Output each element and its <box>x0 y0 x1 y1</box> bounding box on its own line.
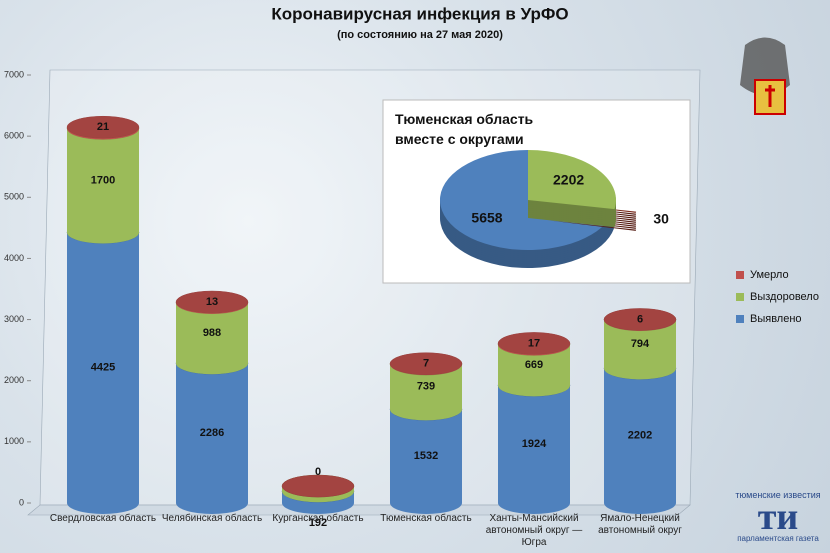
data-label: 988 <box>203 327 221 339</box>
bar-segment <box>175 290 249 314</box>
y-tick-label: 1000 <box>4 436 24 446</box>
y-tick-label: 2000 <box>4 375 24 385</box>
y-tick-label: 3000 <box>4 314 24 324</box>
cylinder-cap <box>175 290 249 314</box>
chart-title: Коронавирусная инфекция в УрФО <box>271 4 568 23</box>
data-label: 17 <box>528 337 540 349</box>
y-tick-label: 4000 <box>4 253 24 263</box>
x-tick-label: Ханты-Мансийский автономный округ — Югра <box>485 513 583 548</box>
cylinder-body <box>498 385 570 514</box>
logo: тюменские известия ти парламентская газе… <box>730 490 826 543</box>
legend-swatch <box>736 315 744 323</box>
legend-swatch <box>736 293 744 301</box>
cylinder-body <box>390 409 462 514</box>
legend-label: Умерло <box>750 269 789 281</box>
cylinder-cap <box>497 332 571 355</box>
cylinder-body <box>390 364 462 421</box>
x-tick-label: Свердловская область <box>49 513 157 524</box>
legend-label: Выявлено <box>750 313 802 325</box>
x-tick-label: Ямало-Ненецкий автономный округ <box>598 513 682 536</box>
cylinder-body <box>282 491 354 514</box>
emblem <box>740 37 790 115</box>
pie-label: 2202 <box>553 172 584 188</box>
cylinder-cap <box>603 308 677 331</box>
chart-subtitle: (по состоянию на 27 мая 2020) <box>337 29 503 41</box>
bar-segment <box>281 474 355 498</box>
pie-slice <box>528 150 617 228</box>
y-tick-label: 0 <box>19 497 24 507</box>
data-label: 739 <box>417 381 435 393</box>
data-label: 21 <box>97 121 109 133</box>
pie-top <box>528 150 617 210</box>
data-label: 669 <box>525 359 543 371</box>
cylinder-body <box>67 232 139 514</box>
x-tick-label: Тюменская область <box>380 513 472 524</box>
cylinder-body <box>604 368 676 514</box>
y-tick-label: 5000 <box>4 192 24 202</box>
x-tick-label: Челябинская область <box>161 513 263 524</box>
bar-segment <box>603 308 677 331</box>
cylinder-cap <box>66 115 140 139</box>
pie-side <box>549 220 637 231</box>
cylinder-body <box>498 344 570 397</box>
legend-swatch <box>736 271 744 279</box>
data-label: 2286 <box>200 427 224 439</box>
cylinder-body <box>67 128 139 244</box>
x-tick-label: Курганская область <box>272 513 364 524</box>
data-label: 794 <box>631 338 650 350</box>
inset-title: Тюменская область вместе с округами <box>395 111 534 147</box>
logo-bottom: парламентская газета <box>737 534 819 543</box>
cylinder-body <box>176 302 248 375</box>
bar-segment <box>497 332 571 356</box>
y-tick-label: 6000 <box>4 131 24 141</box>
pie-slice <box>440 150 615 268</box>
data-label: 0 <box>315 466 321 478</box>
pie-top <box>440 150 615 250</box>
data-label: 1532 <box>414 450 438 462</box>
data-label: 6 <box>637 313 643 325</box>
cylinder-cap <box>389 352 463 375</box>
logo-top: тюменские известия <box>735 490 821 500</box>
data-label: 4425 <box>91 362 115 374</box>
inset-pie: Тюменская область вместе с округами 5658 30… <box>395 111 669 268</box>
cylinder-body <box>282 486 354 503</box>
pie-label: 30 <box>653 211 669 227</box>
cylinder-body <box>176 363 248 514</box>
data-label: 1700 <box>91 174 115 186</box>
data-label: 7 <box>423 358 429 370</box>
legend-label: Выздоровело <box>750 291 819 303</box>
data-label: 13 <box>206 296 218 308</box>
bar-segment <box>66 115 140 140</box>
y-tick-label: 7000 <box>4 69 24 79</box>
cylinder-body <box>604 319 676 380</box>
logo-mark: ти <box>757 496 799 538</box>
pie-label: 5658 <box>471 210 502 226</box>
data-label: 1924 <box>522 438 547 450</box>
data-label: 192 <box>309 517 327 529</box>
data-label: 2202 <box>628 430 652 442</box>
bar-segment <box>389 352 463 376</box>
cylinder-cap <box>281 474 355 498</box>
